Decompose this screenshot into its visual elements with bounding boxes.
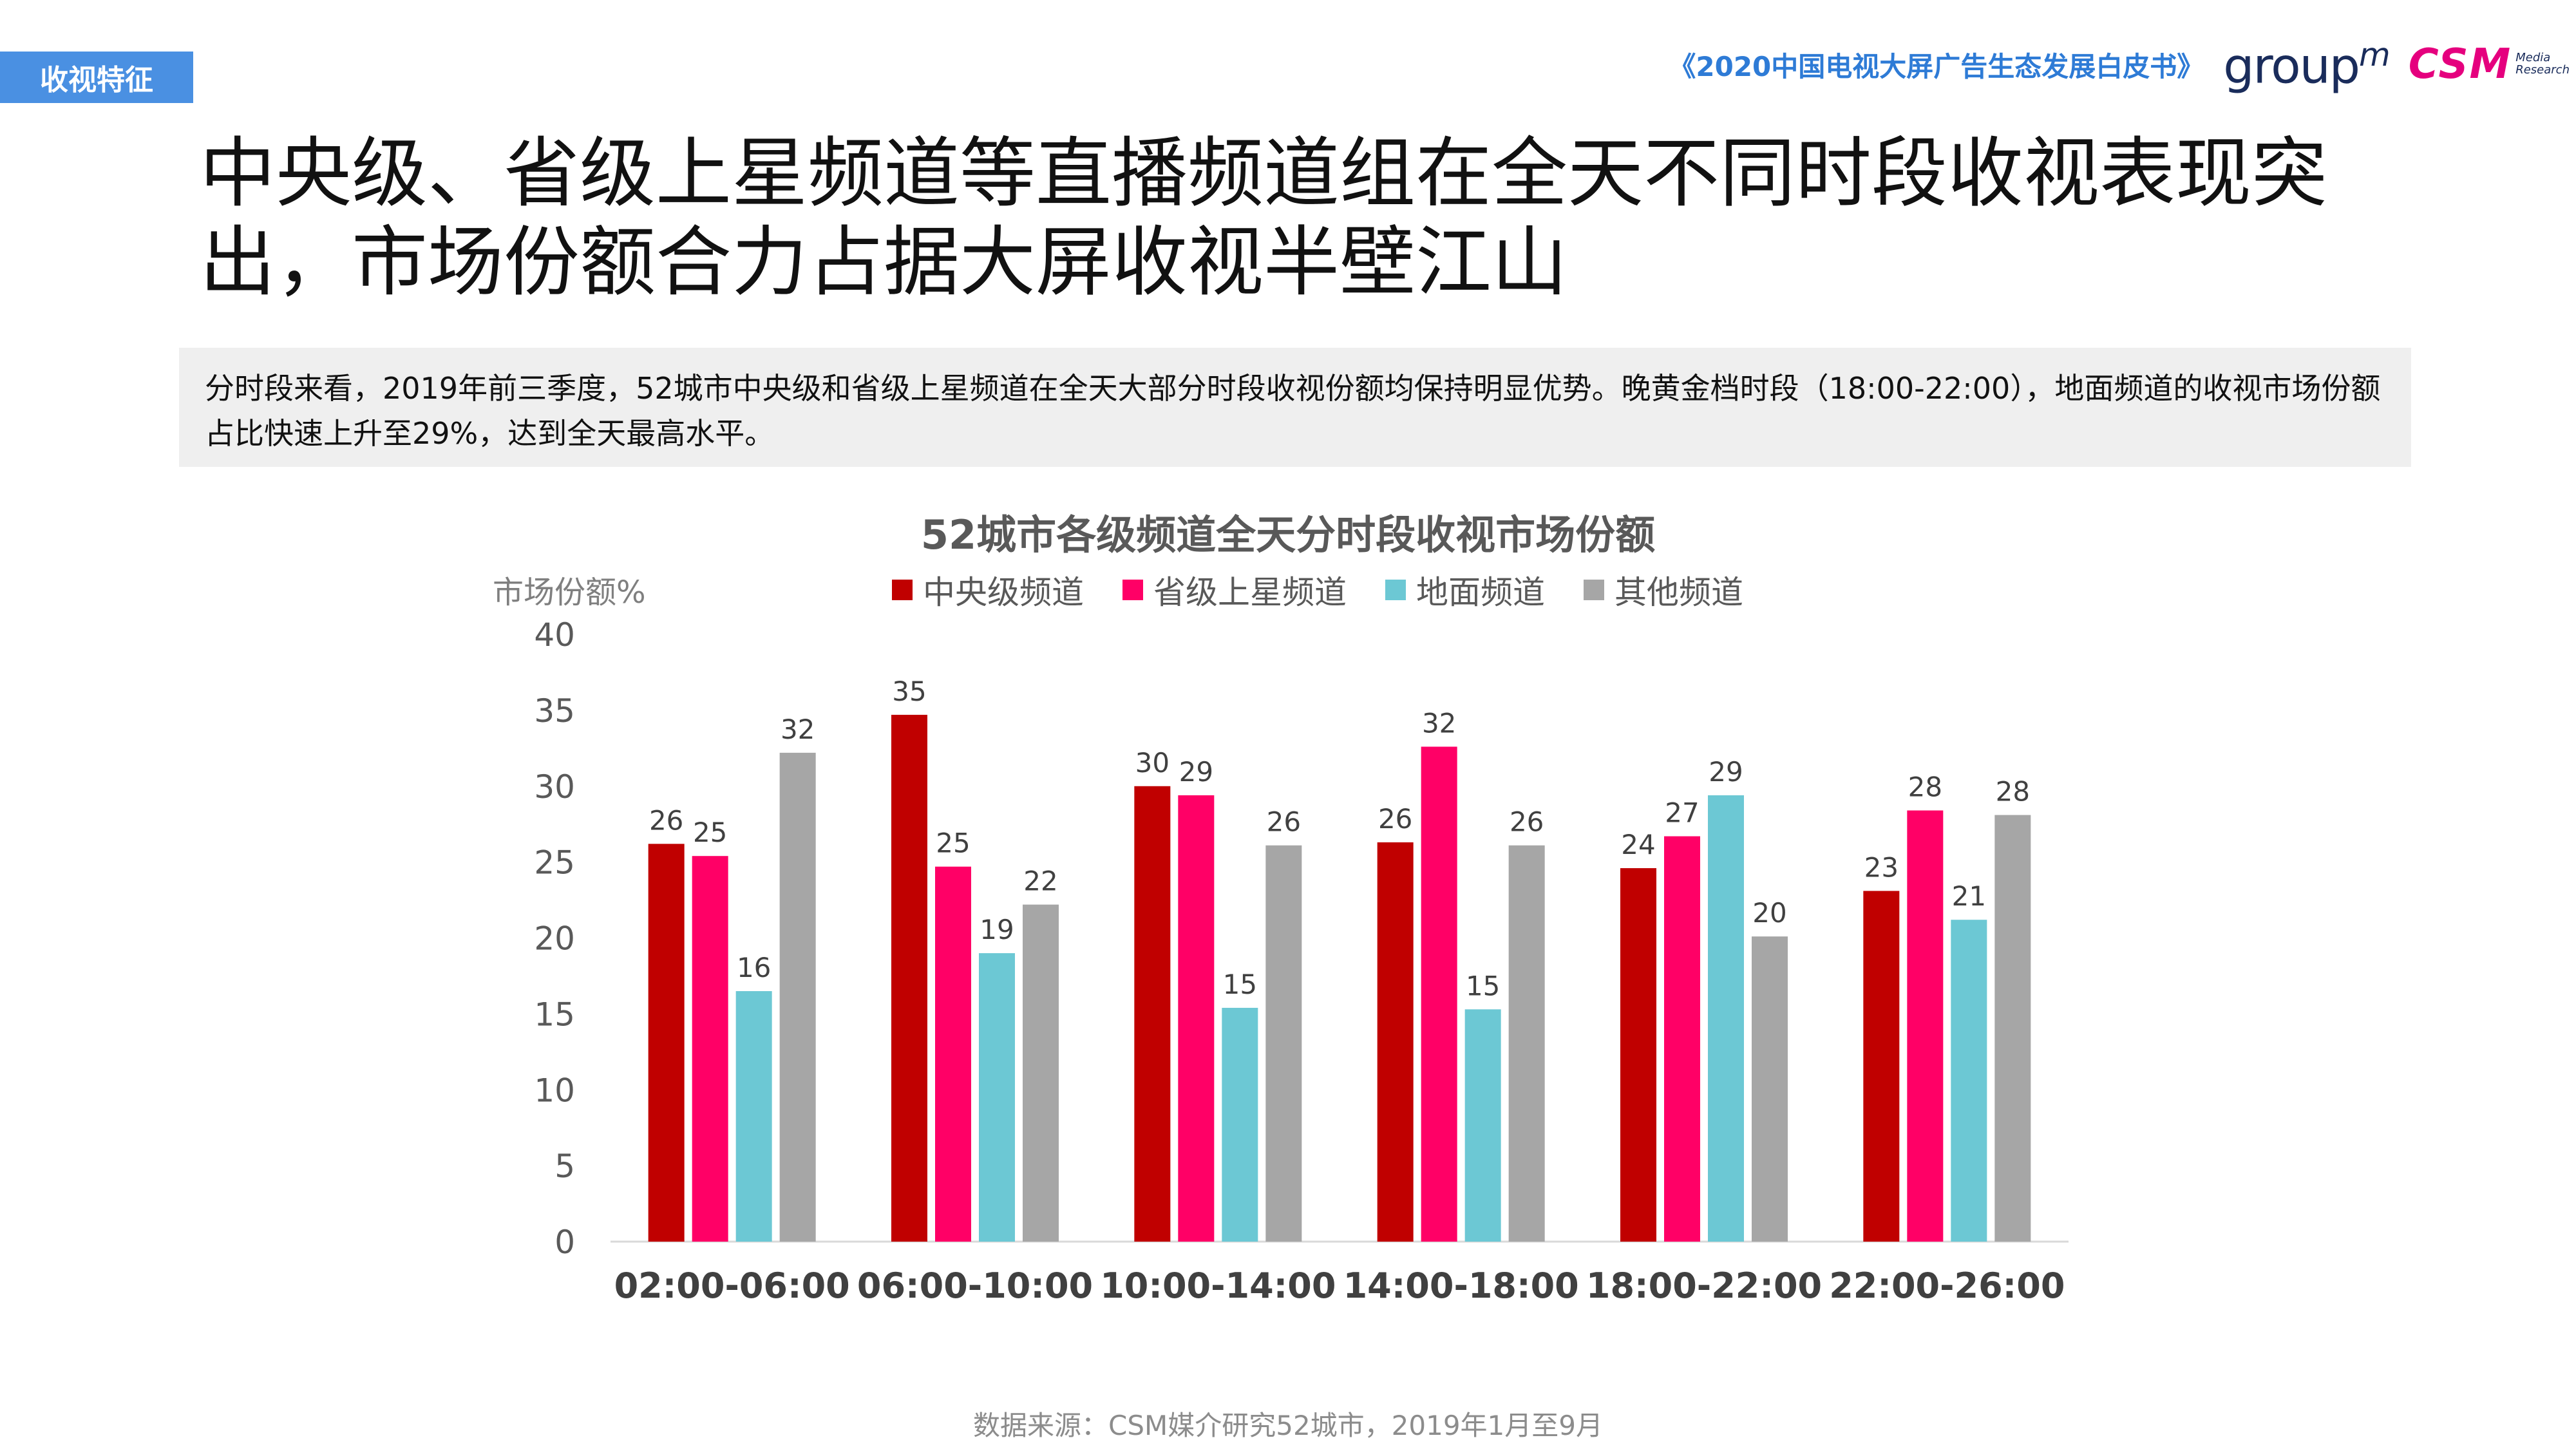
y-tick-label: 10 (534, 1072, 575, 1109)
legend-swatch (1122, 580, 1143, 600)
bar (1708, 795, 1744, 1242)
bar (935, 866, 971, 1242)
legend-swatch (1385, 580, 1406, 600)
csm-logo-subtext: Media Research (2515, 51, 2570, 77)
bar (692, 856, 728, 1242)
x-tick-label: 18:00-22:00 (1586, 1265, 1822, 1306)
bar (1023, 904, 1059, 1242)
y-tick-label: 25 (534, 844, 575, 882)
csm-logo: CSM Media Research (2409, 41, 2570, 88)
y-axis-unit-label: 市场份额% (493, 574, 646, 611)
bar (1951, 920, 1987, 1242)
data-label: 20 (1752, 897, 1786, 929)
data-label: 28 (1908, 771, 1942, 802)
y-tick-label: 15 (534, 996, 575, 1033)
data-label: 32 (1422, 707, 1456, 739)
bar (1464, 1009, 1501, 1242)
data-label: 30 (1135, 747, 1170, 779)
bar (1222, 1007, 1258, 1242)
data-label: 26 (649, 804, 683, 836)
data-label: 29 (1709, 756, 1743, 788)
summary-text: 分时段来看，2019年前三季度，52城市中央级和省级上星频道在全天大部分时段收视… (205, 371, 2381, 451)
report-title: 《2020中国电视大屏广告生态发展白皮书》 (1669, 50, 2204, 82)
data-label: 23 (1864, 851, 1899, 883)
chart-title: 52城市各级频道全天分时段收视市场份额 (920, 511, 1656, 558)
data-label: 28 (1996, 776, 2030, 808)
groupm-logo-text: group (2223, 37, 2360, 95)
bar (1421, 746, 1457, 1242)
x-tick-label: 06:00-10:00 (857, 1265, 1093, 1306)
legend-item: 中央级频道 (892, 567, 1084, 613)
legend-swatch (892, 580, 913, 600)
y-tick-label: 20 (534, 920, 575, 958)
legend-item: 地面频道 (1385, 567, 1545, 613)
data-label: 16 (737, 952, 771, 983)
bar (735, 991, 772, 1242)
section-tag: 收视特征 (0, 52, 193, 103)
y-tick-label: 0 (554, 1224, 575, 1261)
data-label: 25 (693, 817, 727, 848)
bar (1178, 795, 1215, 1242)
data-label: 29 (1179, 756, 1213, 788)
data-label: 26 (1267, 806, 1301, 838)
bar (1863, 891, 1900, 1242)
data-label: 19 (980, 914, 1014, 945)
x-tick-label: 10:00-14:00 (1100, 1265, 1336, 1306)
legend-label: 其他频道 (1615, 574, 1743, 611)
legend-label: 地面频道 (1416, 574, 1545, 611)
legend-item: 省级上星频道 (1122, 567, 1347, 613)
data-label: 32 (781, 714, 815, 745)
legend-label: 中央级频道 (923, 574, 1084, 611)
data-label: 24 (1621, 829, 1655, 860)
chart-legend: 中央级频道 省级上星频道 地面频道 其他频道 (892, 567, 1743, 613)
bar (1994, 815, 2031, 1242)
data-label: 35 (892, 676, 926, 707)
y-tick-label: 40 (534, 616, 575, 654)
bar (1752, 936, 1788, 1242)
legend-item: 其他频道 (1584, 567, 1743, 613)
data-label: 26 (1510, 806, 1544, 838)
bar (1664, 836, 1700, 1242)
groupm-logo-sup: m (2359, 35, 2391, 73)
y-tick-label: 35 (534, 692, 575, 730)
bar (979, 953, 1015, 1242)
data-label: 27 (1665, 797, 1699, 829)
data-label: 21 (1952, 880, 1986, 912)
legend-label: 省级上星频道 (1153, 574, 1347, 611)
y-tick-label: 5 (554, 1148, 575, 1185)
bar (1265, 845, 1302, 1242)
legend-swatch (1584, 580, 1604, 600)
bar (1907, 810, 1944, 1242)
bar (648, 844, 685, 1242)
bar (1620, 868, 1656, 1242)
data-label: 22 (1023, 866, 1057, 897)
data-source-footnote: 数据来源：CSM媒介研究52城市，2019年1月至9月 (973, 1410, 1603, 1441)
data-label: 15 (1223, 969, 1257, 1000)
summary-box: 分时段来看，2019年前三季度，52城市中央级和省级上星频道在全天大部分时段收视… (179, 348, 2411, 467)
header-branding: 《2020中国电视大屏广告生态发展白皮书》 groupm CSM Media Re… (1669, 26, 2576, 103)
csm-logo-text: CSM (2408, 41, 2512, 88)
data-label: 26 (1378, 803, 1412, 835)
y-tick-label: 30 (534, 768, 575, 806)
groupm-logo: groupm (2223, 35, 2391, 90)
bar (891, 714, 927, 1242)
bar (1508, 845, 1545, 1242)
x-tick-label: 02:00-06:00 (614, 1265, 850, 1306)
x-tick-label: 22:00-26:00 (1829, 1265, 2065, 1306)
bar (779, 752, 816, 1242)
x-tick-label: 14:00-18:00 (1343, 1265, 1579, 1306)
page-title: 中央级、省级上星频道等直播频道组在全天不同时段收视表现突出，市场份额合力占据大屏… (200, 129, 2328, 307)
bar (1134, 786, 1171, 1242)
bar (1377, 842, 1414, 1242)
data-label: 15 (1466, 970, 1500, 1001)
data-label: 25 (936, 828, 970, 859)
